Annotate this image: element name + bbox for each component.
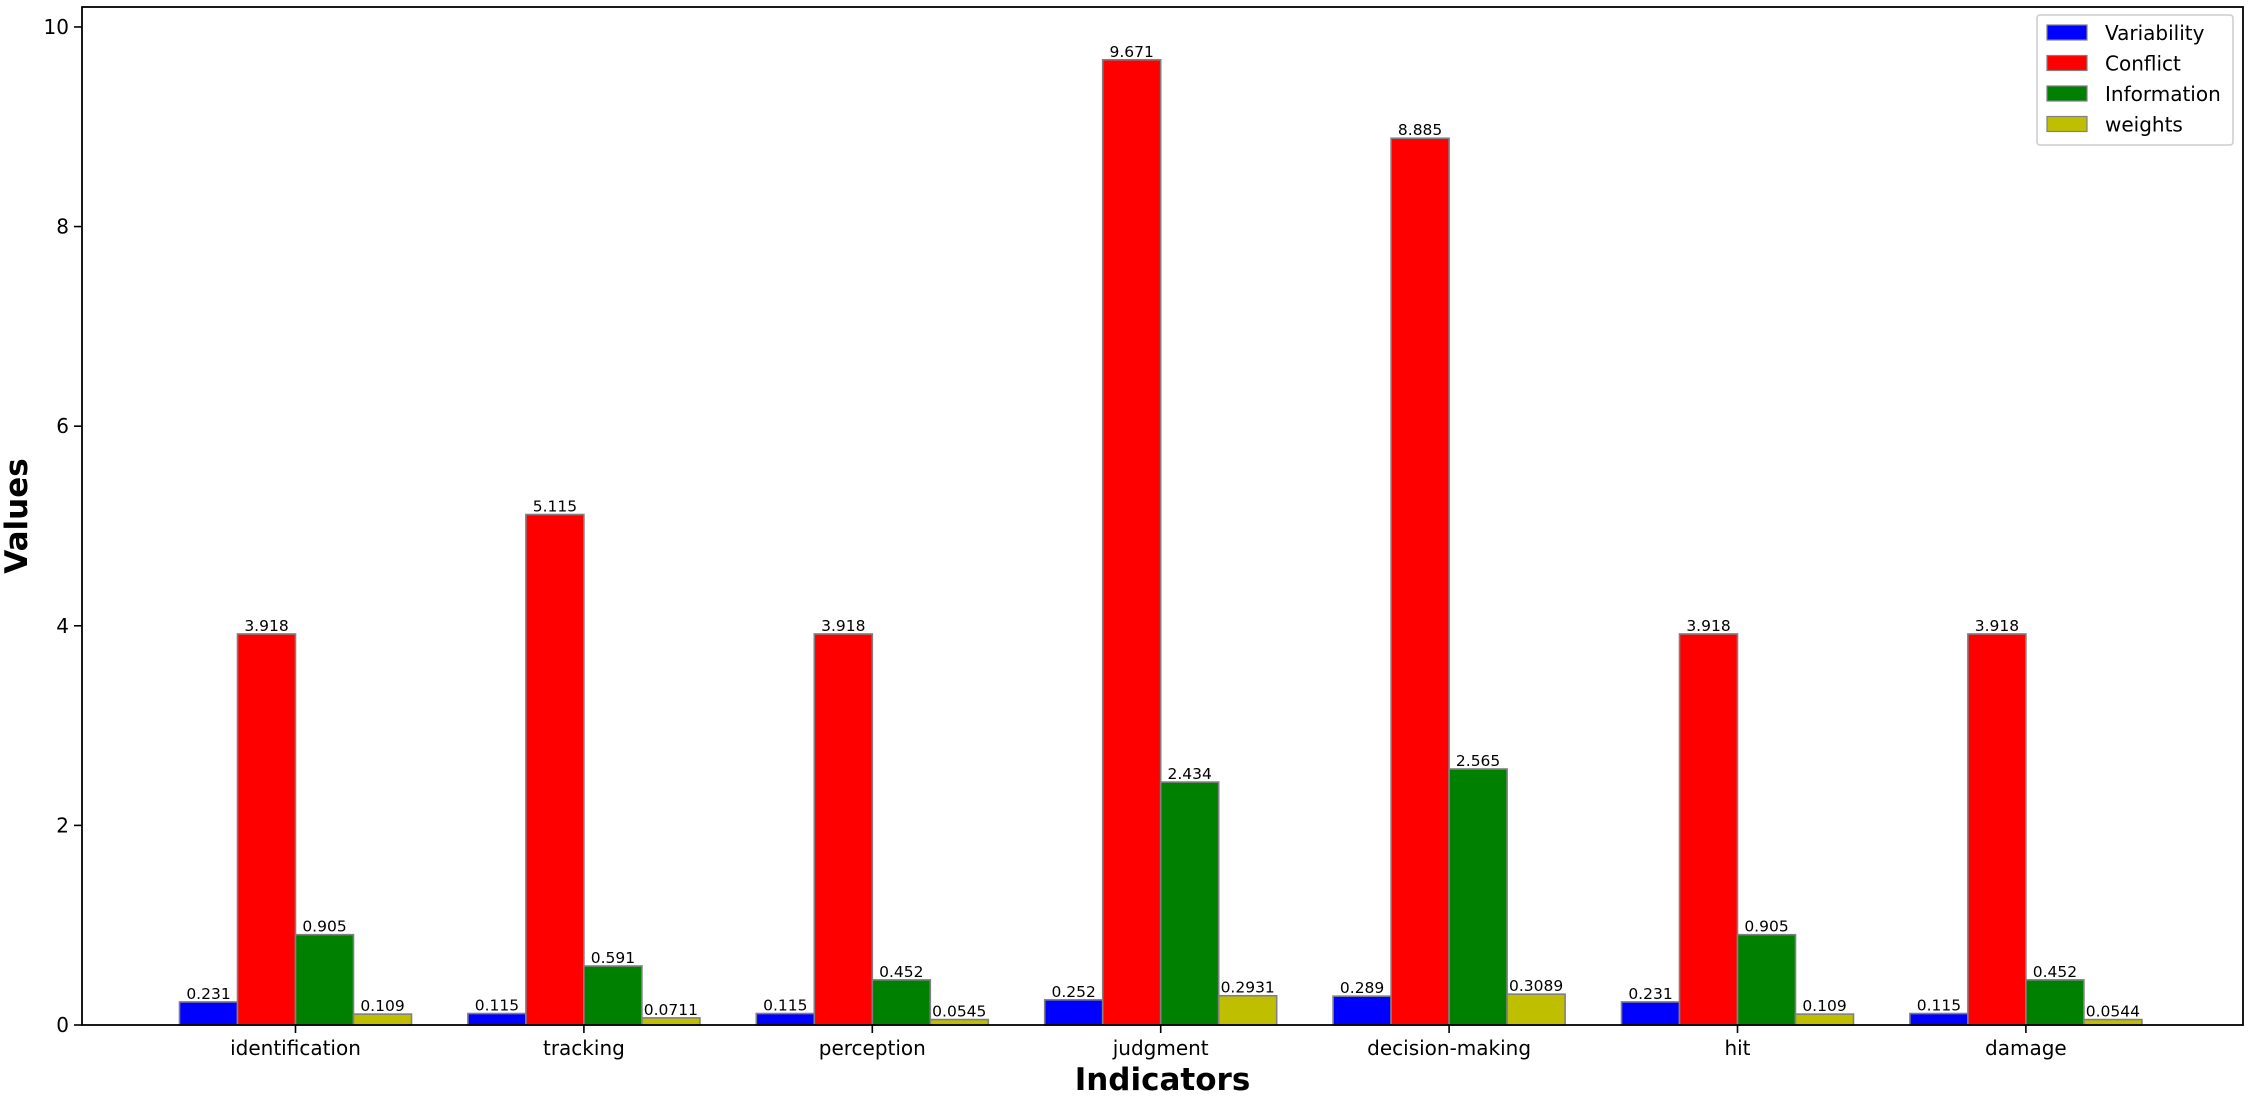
legend-swatch-information bbox=[2046, 85, 2088, 102]
bar-value-label: 8.885 bbox=[1398, 121, 1442, 139]
bar-value-label: 0.905 bbox=[1744, 918, 1788, 936]
legend-label-variability: Variability bbox=[2105, 21, 2205, 45]
bar-value-label: 5.115 bbox=[533, 498, 577, 516]
bar-conflict-decision-making bbox=[1390, 137, 1450, 1026]
bar-information-perception bbox=[871, 979, 932, 1026]
bars-layer bbox=[178, 58, 2143, 1026]
legend-label-conflict: Conflict bbox=[2105, 52, 2181, 76]
bar-conflict-judgment bbox=[1101, 58, 1162, 1026]
y-tick-label: 10 bbox=[44, 15, 69, 39]
bar-value-label: 3.918 bbox=[821, 617, 865, 635]
legend-swatch-variability bbox=[2046, 24, 2088, 41]
bar-value-label: 2.565 bbox=[1456, 752, 1500, 770]
bar-value-label: 3.918 bbox=[1975, 617, 2019, 635]
bar-weights-tracking bbox=[641, 1017, 701, 1026]
bar-weights-decision-making bbox=[1506, 993, 1566, 1026]
bar-value-labels: 0.231 3.918 0.905 0.109 0.115 5.115 0.591 0.071… bbox=[186, 43, 2140, 1021]
bar-value-label: 0.0711 bbox=[644, 1001, 698, 1019]
bar-value-label: 0.289 bbox=[1340, 979, 1384, 997]
bar-value-label: 0.115 bbox=[1917, 997, 1961, 1015]
bar-variability-judgment bbox=[1043, 999, 1104, 1026]
bar-value-label: 0.115 bbox=[763, 997, 807, 1015]
bar-value-label: 0.115 bbox=[475, 997, 519, 1015]
bar-value-label: 0.591 bbox=[591, 949, 635, 967]
bar-information-tracking bbox=[583, 965, 643, 1026]
bar-value-label: 0.905 bbox=[302, 918, 346, 936]
bar-information-identification bbox=[294, 933, 355, 1026]
bar-value-label: 0.0544 bbox=[2086, 1003, 2140, 1021]
x-tick-label: perception bbox=[819, 1036, 926, 1060]
legend-box bbox=[2036, 14, 2234, 146]
bar-conflict-tracking bbox=[525, 513, 585, 1026]
legend-swatch-conflict bbox=[2046, 54, 2088, 72]
bar-information-judgment bbox=[1159, 781, 1220, 1026]
x-tick-label: identification bbox=[230, 1036, 361, 1060]
legend-label-weights: weights bbox=[2105, 113, 2183, 137]
y-tick-label: 2 bbox=[56, 813, 69, 837]
x-tick-label: tracking bbox=[543, 1036, 625, 1060]
bar-conflict-perception bbox=[813, 633, 874, 1026]
bar-value-label: 0.231 bbox=[1628, 985, 1672, 1003]
bar-value-label: 0.2931 bbox=[1221, 979, 1275, 997]
bar-conflict-identification bbox=[236, 633, 297, 1026]
bar-variability-identification bbox=[178, 1001, 239, 1026]
bar-conflict-damage bbox=[1967, 633, 2027, 1026]
bar-value-label: 0.452 bbox=[2033, 963, 2077, 981]
bar-variability-decision-making bbox=[1332, 995, 1392, 1026]
bar-weights-identification bbox=[352, 1013, 413, 1026]
y-tick-label: 8 bbox=[56, 215, 69, 239]
bar-value-label: 9.671 bbox=[1110, 43, 1154, 61]
y-tick-label: 0 bbox=[56, 1013, 69, 1037]
bar-variability-perception bbox=[755, 1012, 816, 1026]
bar-value-label: 3.918 bbox=[244, 617, 288, 635]
bar-value-label: 0.452 bbox=[879, 963, 923, 981]
bar-weights-judgment bbox=[1217, 994, 1278, 1026]
bar-information-decision-making bbox=[1448, 768, 1508, 1026]
y-axis: 0 2 4 6 8 10 bbox=[44, 15, 82, 1037]
y-axis-title: Values bbox=[0, 458, 35, 573]
x-axis: identification tracking perception judgment… bbox=[230, 1025, 2067, 1060]
bar-value-label: 3.918 bbox=[1686, 617, 1730, 635]
bar-variability-tracking bbox=[467, 1012, 527, 1026]
bar-variability-hit bbox=[1620, 1001, 1681, 1026]
legend-swatch-weights bbox=[2046, 115, 2088, 133]
bar-value-label: 0.252 bbox=[1052, 983, 1096, 1001]
bar-variability-damage bbox=[1909, 1012, 1969, 1026]
x-axis-title: Indicators bbox=[1075, 1062, 1251, 1096]
legend-label-information: Information bbox=[2105, 82, 2221, 106]
bar-information-hit bbox=[1736, 933, 1797, 1026]
y-tick-label: 6 bbox=[56, 414, 69, 438]
x-tick-label: hit bbox=[1724, 1036, 1750, 1060]
bar-weights-hit bbox=[1794, 1013, 1855, 1026]
plot-frame bbox=[81, 6, 2244, 1026]
x-tick-label: decision-making bbox=[1367, 1036, 1531, 1060]
x-tick-label: judgment bbox=[1112, 1036, 1209, 1060]
bar-value-label: 0.109 bbox=[360, 997, 404, 1015]
bar-value-label: 0.231 bbox=[186, 985, 230, 1003]
legend: Variability Conflict Information weights bbox=[2036, 14, 2234, 146]
bar-value-label: 0.3089 bbox=[1509, 977, 1563, 995]
bar-conflict-hit bbox=[1678, 633, 1739, 1026]
x-tick-label: damage bbox=[1985, 1036, 2067, 1060]
y-tick-label: 4 bbox=[56, 614, 69, 638]
bar-value-label: 0.109 bbox=[1802, 997, 1846, 1015]
bar-value-label: 0.0545 bbox=[932, 1003, 986, 1021]
bar-value-label: 2.434 bbox=[1168, 765, 1212, 783]
bar-information-damage bbox=[2025, 979, 2085, 1026]
